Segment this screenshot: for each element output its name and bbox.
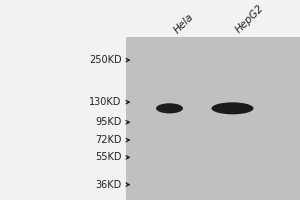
Text: 130KD: 130KD [89,97,122,107]
Bar [126,37,300,200]
Text: 95KD: 95KD [95,117,122,127]
Text: 55KD: 55KD [95,152,122,162]
Text: 72KD: 72KD [95,135,122,145]
Ellipse shape [212,102,254,114]
Text: HepG2: HepG2 [234,3,266,35]
Text: 36KD: 36KD [95,180,122,190]
Text: Hela: Hela [172,12,196,35]
Text: 250KD: 250KD [89,55,122,65]
Ellipse shape [156,103,183,113]
